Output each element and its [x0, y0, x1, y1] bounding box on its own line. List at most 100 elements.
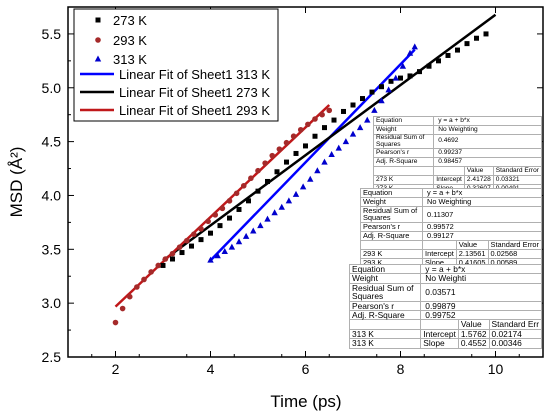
data-point — [290, 133, 297, 140]
table-cell: 0.03321 — [492, 175, 543, 186]
y-tick-label: 5.5 — [42, 26, 62, 42]
data-point — [360, 96, 365, 102]
x-tick-label: 2 — [112, 361, 120, 377]
table-cell: 0.99127 — [422, 230, 542, 241]
data-point — [483, 31, 489, 37]
y-tick-label: 4.0 — [42, 187, 62, 203]
data-point — [292, 190, 300, 197]
table-cell — [420, 319, 459, 330]
data-point — [283, 139, 290, 146]
data-point — [326, 107, 333, 114]
table-cell — [359, 239, 424, 250]
data-point — [176, 244, 183, 250]
table-cell: Weight — [348, 273, 422, 284]
data-point — [445, 52, 451, 58]
data-point — [236, 206, 242, 212]
data-point — [436, 58, 441, 64]
data-point — [228, 243, 236, 250]
data-point — [189, 243, 194, 249]
table-row: Residual Sum of Squares 0.03571 — [348, 282, 542, 302]
table-cell: Weight — [359, 197, 424, 207]
data-point — [170, 256, 175, 262]
data-point — [474, 35, 479, 41]
data-point — [271, 209, 278, 216]
x-axis-title: Time (ps) — [270, 392, 341, 411]
legend-label: Linear Fit of Sheet1 273 K — [119, 85, 270, 100]
table-cell: Standard Error — [492, 166, 543, 177]
data-point — [417, 69, 422, 75]
data-point — [278, 203, 285, 210]
data-point — [335, 144, 342, 151]
data-point — [369, 89, 375, 95]
table-cell: No Weighting — [422, 197, 542, 207]
data-point — [319, 111, 325, 118]
data-point — [349, 130, 357, 137]
data-point — [255, 188, 261, 194]
table-cell: 313 K — [348, 338, 422, 349]
data-point — [242, 232, 250, 239]
table-row: Pearson's r 0.99572 — [359, 221, 542, 232]
data-point — [264, 215, 271, 222]
y-tick-label: 3.5 — [42, 241, 62, 257]
legend-label: 293 K — [113, 33, 147, 48]
data-point — [250, 227, 257, 234]
table-cell: Value — [455, 239, 489, 250]
table-cell: Standard Err — [488, 319, 543, 330]
data-point — [134, 284, 140, 290]
x-tick-label: 6 — [302, 361, 310, 377]
legend-marker — [95, 17, 101, 23]
table-row: Equation y = a + b*x — [372, 116, 542, 126]
data-point — [371, 106, 378, 113]
data-point — [407, 73, 413, 79]
table-cell — [422, 239, 457, 250]
table-row: 313 K Slope 0.4552 0.00346 — [348, 338, 543, 349]
y-tick-label: 3.0 — [42, 295, 62, 311]
data-point — [183, 237, 190, 244]
table-cell: 0.4692 — [433, 133, 542, 150]
data-point — [314, 167, 321, 174]
data-point — [284, 159, 289, 165]
data-point — [388, 78, 394, 84]
table-cell: 273 K — [372, 175, 435, 186]
table-cell: Value — [457, 319, 490, 330]
fit-line — [162, 13, 497, 262]
data-point — [341, 108, 346, 114]
data-point — [198, 237, 204, 243]
data-point — [214, 252, 221, 259]
table-cell: 0.4552 — [457, 338, 490, 349]
table-cell: Adj. R-Square — [372, 157, 435, 168]
data-point — [262, 160, 268, 166]
table-cell: Intercept — [422, 248, 457, 259]
data-point — [378, 97, 385, 104]
data-point — [179, 250, 185, 256]
data-point — [126, 293, 133, 300]
y-tick-label: 4.5 — [42, 134, 62, 150]
table-cell: 0.00346 — [488, 338, 543, 349]
data-point — [356, 124, 364, 131]
data-point — [455, 47, 460, 53]
data-point — [276, 146, 283, 152]
table-row: Adj. R-Square 0.98457 — [372, 157, 542, 168]
table-cell: y = a + b*x — [422, 188, 542, 198]
y-axis-title: MSD (Å²) — [7, 147, 26, 218]
data-point — [331, 117, 337, 123]
data-point — [191, 231, 197, 238]
fit-table-273k: Equation y = a + b*x Weight No Weighting Res… — [372, 116, 543, 195]
y-tick-label: 5.0 — [42, 80, 62, 96]
data-point — [307, 175, 314, 182]
data-point — [207, 256, 214, 263]
data-point — [255, 167, 261, 174]
data-point — [227, 215, 232, 221]
data-point — [321, 158, 328, 165]
data-point — [392, 74, 399, 81]
table-cell: No Weighting — [433, 125, 542, 135]
data-point — [385, 86, 392, 93]
table-cell: 0.99572 — [422, 221, 542, 232]
axis-ticks — [68, 7, 543, 358]
data-point — [305, 121, 311, 128]
table-cell: No Weighti — [420, 273, 542, 284]
x-tick-label: 8 — [397, 361, 405, 377]
data-point — [208, 230, 213, 236]
table-cell: Residual Sum of Squares — [348, 282, 422, 302]
table-cell: 0.03571 — [420, 282, 542, 302]
